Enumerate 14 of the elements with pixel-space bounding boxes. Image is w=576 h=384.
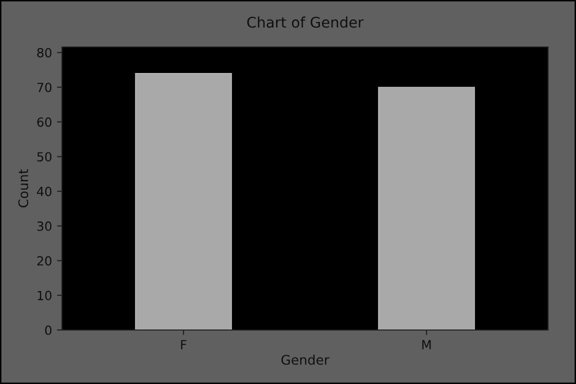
y-tick-label: 10 (38, 290, 52, 300)
chart-title: Chart of Gender (247, 16, 364, 28)
y-tick-label: 60 (37, 117, 52, 127)
y-tick-label: 80 (37, 48, 52, 58)
y-tick-label: 20 (37, 256, 52, 266)
y-tick-label: 70 (37, 82, 52, 92)
y-tick-label: 0 (45, 325, 52, 335)
y-axis-title: Count (18, 169, 28, 208)
y-tick-label: 30 (37, 221, 52, 231)
x-tick-label: F (181, 340, 186, 350)
y-tick-label: 40 (36, 186, 52, 196)
y-tick-label: 50 (37, 152, 52, 162)
x-axis-title: Gender (281, 354, 330, 365)
x-tick-label: M (422, 340, 431, 350)
